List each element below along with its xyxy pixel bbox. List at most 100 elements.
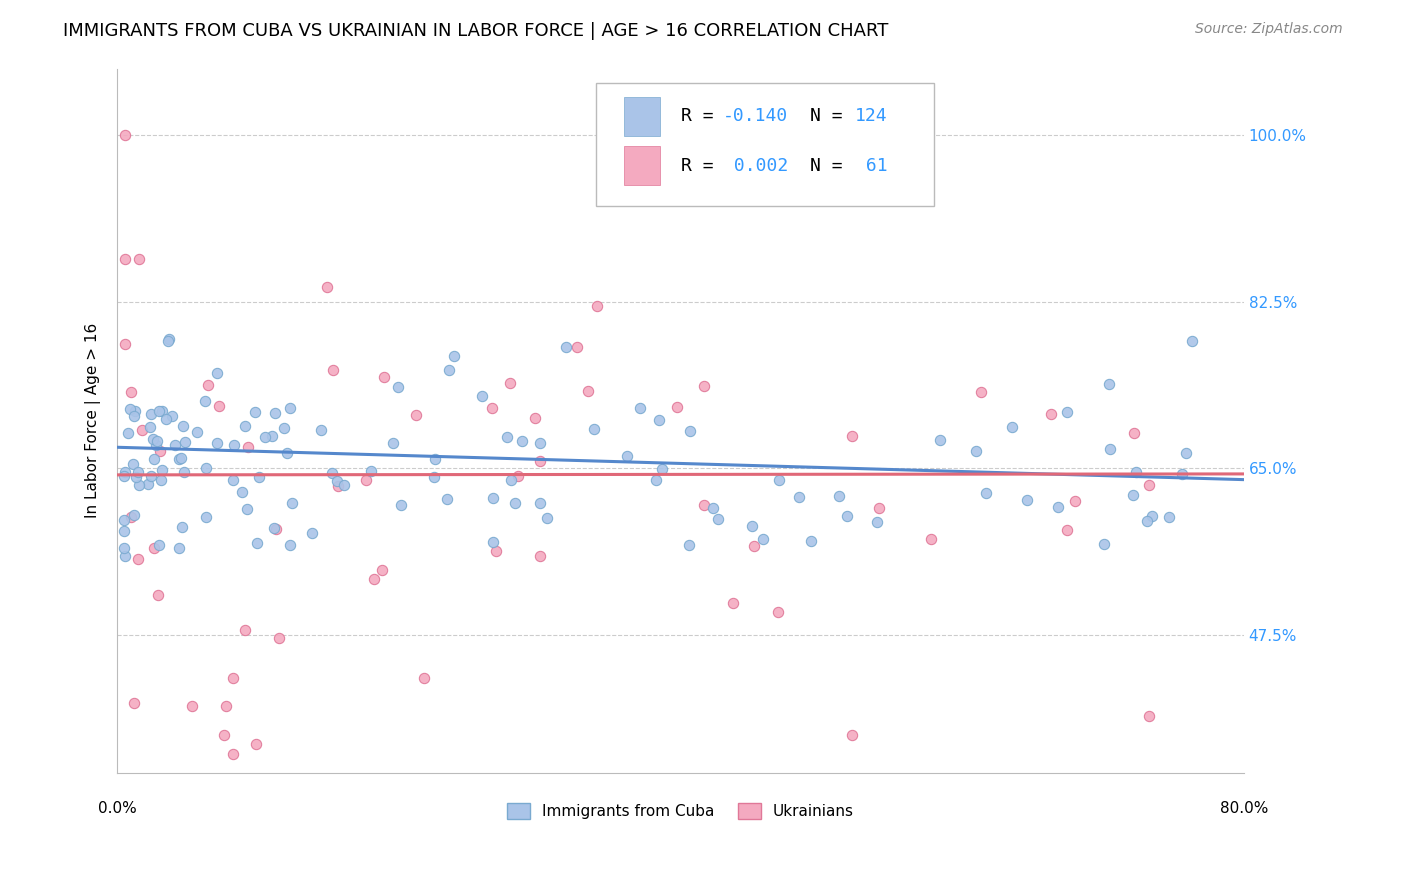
Point <box>1098 377 1121 392</box>
Text: IMMIGRANTS FROM CUBA VS UKRAINIAN IN LABOR FORCE | AGE > 16 CORRELATION CHART: IMMIGRANTS FROM CUBA VS UKRAINIAN IN LAB… <box>63 22 889 40</box>
Point <box>381 436 404 450</box>
Point <box>194 394 217 409</box>
Point <box>1056 404 1078 418</box>
Point <box>148 538 170 552</box>
Text: Source: ZipAtlas.com: Source: ZipAtlas.com <box>1195 22 1343 37</box>
Point <box>929 433 952 447</box>
Point <box>841 728 863 742</box>
Point <box>321 466 343 480</box>
Point <box>114 128 136 142</box>
Point <box>233 419 256 434</box>
Point <box>142 432 165 446</box>
Point <box>157 332 180 346</box>
Point <box>666 400 689 414</box>
Point <box>678 538 700 552</box>
Point <box>1181 334 1204 348</box>
Point <box>752 532 775 546</box>
Point <box>363 573 385 587</box>
Point <box>125 470 148 484</box>
Point <box>163 438 186 452</box>
Point <box>536 511 558 525</box>
Point <box>167 451 190 466</box>
Point <box>373 370 395 384</box>
Point <box>145 438 167 452</box>
Point <box>1064 494 1087 508</box>
Point <box>122 696 145 710</box>
Point <box>263 521 285 535</box>
Point <box>647 412 669 426</box>
Point <box>128 252 150 266</box>
Point <box>155 411 177 425</box>
Legend: Immigrants from Cuba, Ukrainians: Immigrants from Cuba, Ukrainians <box>501 797 860 825</box>
Point <box>437 363 460 377</box>
Point <box>576 384 599 398</box>
Point <box>485 543 508 558</box>
Text: N =: N = <box>810 157 853 175</box>
Point <box>1122 425 1144 440</box>
Point <box>212 728 235 742</box>
Point <box>333 478 356 492</box>
Point <box>141 468 163 483</box>
Point <box>741 519 763 533</box>
Point <box>172 418 194 433</box>
Point <box>555 340 578 354</box>
Point <box>523 410 546 425</box>
Point <box>146 434 169 448</box>
Point <box>197 378 219 392</box>
Point <box>1098 442 1121 457</box>
Point <box>837 509 859 524</box>
Point <box>112 468 135 483</box>
Point <box>828 489 851 503</box>
Point <box>841 428 863 442</box>
Point <box>233 623 256 637</box>
Text: R =: R = <box>681 157 724 175</box>
Point <box>1092 537 1115 551</box>
Point <box>122 508 145 523</box>
Point <box>387 380 409 394</box>
Point <box>247 470 270 484</box>
Point <box>215 699 238 714</box>
Point <box>180 699 202 714</box>
Point <box>499 473 522 487</box>
Point <box>143 452 166 467</box>
Point <box>139 420 162 434</box>
Point <box>139 407 162 421</box>
Point <box>965 444 987 458</box>
Point <box>281 496 304 510</box>
Point <box>481 401 503 415</box>
Point <box>236 440 259 454</box>
FancyBboxPatch shape <box>624 146 661 185</box>
Point <box>273 421 295 435</box>
Point <box>503 496 526 510</box>
Point <box>157 334 180 348</box>
Point <box>1125 465 1147 479</box>
Point <box>1136 514 1159 528</box>
Point <box>1040 408 1063 422</box>
Point <box>195 461 218 475</box>
Point <box>322 363 344 377</box>
Point <box>114 465 136 479</box>
Point <box>1157 510 1180 524</box>
Text: R =: R = <box>681 107 724 126</box>
Point <box>1122 488 1144 502</box>
Point <box>243 405 266 419</box>
Point <box>222 671 245 685</box>
Point <box>702 501 724 516</box>
Point <box>278 401 301 415</box>
Point <box>443 349 465 363</box>
Point <box>693 378 716 392</box>
Point <box>412 671 434 685</box>
Point <box>208 399 231 413</box>
Point <box>787 490 810 504</box>
Point <box>127 465 149 479</box>
Point <box>148 588 170 602</box>
Point <box>498 376 520 390</box>
Point <box>586 300 609 314</box>
Point <box>246 536 269 550</box>
Point <box>583 422 606 436</box>
Point <box>174 435 197 450</box>
Point <box>148 404 170 418</box>
Point <box>325 474 347 488</box>
Point <box>120 401 142 416</box>
Point <box>970 384 993 399</box>
